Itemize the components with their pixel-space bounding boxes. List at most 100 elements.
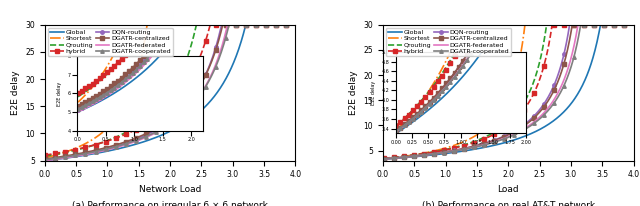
Shortest bbox=[499, 108, 506, 110]
DGATR-cooperated bbox=[160, 126, 168, 129]
Line: Shortest: Shortest bbox=[45, 25, 295, 158]
Global bbox=[500, 142, 508, 144]
DGATR-cooperated bbox=[42, 159, 49, 161]
DGATR-cooperated bbox=[247, 23, 255, 26]
Qrouting bbox=[630, 23, 637, 26]
Global bbox=[596, 23, 604, 26]
Line: DGATR-cooperated: DGATR-cooperated bbox=[44, 23, 297, 162]
DQN-routing bbox=[190, 94, 198, 96]
Qrouting bbox=[160, 100, 168, 103]
Line: DGATR-centralized: DGATR-centralized bbox=[44, 23, 297, 161]
Qrouting bbox=[247, 23, 255, 26]
X-axis label: Load: Load bbox=[497, 185, 519, 194]
Shortest bbox=[515, 62, 523, 64]
hybrid bbox=[624, 23, 632, 26]
Line: DQN-routing: DQN-routing bbox=[44, 23, 297, 162]
Shortest bbox=[380, 158, 387, 160]
DGATR-cooperated bbox=[500, 138, 508, 140]
Line: DGATR-federated: DGATR-federated bbox=[383, 25, 634, 159]
DGATR-federated bbox=[529, 122, 536, 124]
DQN-routing bbox=[499, 136, 506, 138]
Line: hybrid: hybrid bbox=[382, 23, 636, 160]
Legend: Global, Shortest, Qrouting, hybrid, DQN-routing, DGATR-centralized, DGATR-federa: Global, Shortest, Qrouting, hybrid, DQN-… bbox=[386, 28, 511, 56]
DGATR-cooperated bbox=[380, 158, 387, 160]
DGATR-centralized bbox=[529, 118, 536, 121]
Shortest bbox=[191, 23, 198, 26]
Shortest bbox=[585, 23, 593, 26]
Shortest bbox=[247, 23, 255, 26]
DGATR-centralized bbox=[286, 23, 294, 26]
Line: hybrid: hybrid bbox=[44, 23, 297, 157]
DGATR-federated bbox=[291, 23, 299, 26]
hybrid bbox=[177, 91, 184, 94]
Global bbox=[585, 70, 593, 73]
Qrouting bbox=[585, 23, 593, 26]
DGATR-centralized bbox=[190, 93, 198, 96]
hybrid bbox=[206, 23, 214, 26]
hybrid bbox=[548, 23, 556, 26]
DGATR-centralized bbox=[515, 128, 523, 130]
DQN-routing bbox=[630, 23, 637, 26]
hybrid bbox=[630, 23, 637, 26]
DGATR-federated bbox=[286, 23, 294, 26]
DGATR-centralized bbox=[380, 158, 387, 160]
Qrouting bbox=[543, 23, 551, 26]
DQN-routing bbox=[585, 23, 593, 26]
hybrid bbox=[42, 154, 49, 156]
DGATR-centralized bbox=[624, 23, 632, 26]
hybrid bbox=[286, 23, 294, 26]
Y-axis label: E2E delay: E2E delay bbox=[349, 70, 358, 115]
Global bbox=[380, 158, 387, 160]
DGATR-centralized bbox=[500, 136, 508, 138]
DGATR-federated bbox=[162, 126, 170, 129]
Global bbox=[42, 159, 49, 162]
DGATR-federated bbox=[177, 115, 184, 118]
Qrouting bbox=[515, 109, 523, 111]
DGATR-centralized bbox=[219, 23, 227, 26]
Shortest bbox=[630, 23, 637, 26]
hybrid bbox=[291, 23, 299, 26]
hybrid bbox=[162, 108, 170, 111]
Shortest bbox=[291, 23, 299, 26]
DGATR-centralized bbox=[247, 23, 255, 26]
DGATR-centralized bbox=[291, 23, 299, 26]
DGATR-federated bbox=[499, 138, 506, 140]
hybrid bbox=[190, 69, 198, 71]
Qrouting bbox=[190, 33, 198, 35]
Shortest bbox=[522, 23, 529, 26]
X-axis label: Network Load: Network Load bbox=[139, 185, 201, 194]
DGATR-cooperated bbox=[225, 23, 233, 26]
DGATR-cooperated bbox=[529, 123, 536, 126]
Global bbox=[630, 23, 637, 26]
Qrouting bbox=[380, 157, 387, 160]
Shortest bbox=[624, 23, 632, 26]
hybrid bbox=[529, 95, 536, 97]
DGATR-federated bbox=[585, 23, 593, 26]
Line: Qrouting: Qrouting bbox=[45, 25, 295, 156]
DQN-routing bbox=[42, 159, 49, 161]
DQN-routing bbox=[218, 23, 225, 26]
DGATR-federated bbox=[500, 137, 508, 140]
Qrouting bbox=[42, 155, 49, 157]
DGATR-cooperated bbox=[577, 23, 585, 26]
Qrouting bbox=[500, 124, 508, 127]
DGATR-federated bbox=[630, 23, 637, 26]
Qrouting bbox=[291, 23, 299, 26]
Global bbox=[529, 132, 536, 134]
DQN-routing bbox=[162, 123, 170, 125]
Qrouting bbox=[286, 23, 294, 26]
DGATR-federated bbox=[42, 159, 49, 162]
Global bbox=[190, 115, 198, 118]
Shortest bbox=[42, 157, 49, 159]
DGATR-centralized bbox=[42, 158, 49, 160]
DGATR-federated bbox=[224, 23, 232, 26]
Line: Qrouting: Qrouting bbox=[383, 25, 634, 158]
DGATR-centralized bbox=[585, 23, 593, 26]
DQN-routing bbox=[291, 23, 299, 26]
DGATR-centralized bbox=[569, 23, 577, 26]
Line: DGATR-centralized: DGATR-centralized bbox=[382, 23, 636, 161]
hybrid bbox=[160, 109, 168, 112]
DGATR-centralized bbox=[162, 121, 170, 124]
DQN-routing bbox=[515, 127, 523, 129]
Line: DQN-routing: DQN-routing bbox=[382, 23, 636, 161]
